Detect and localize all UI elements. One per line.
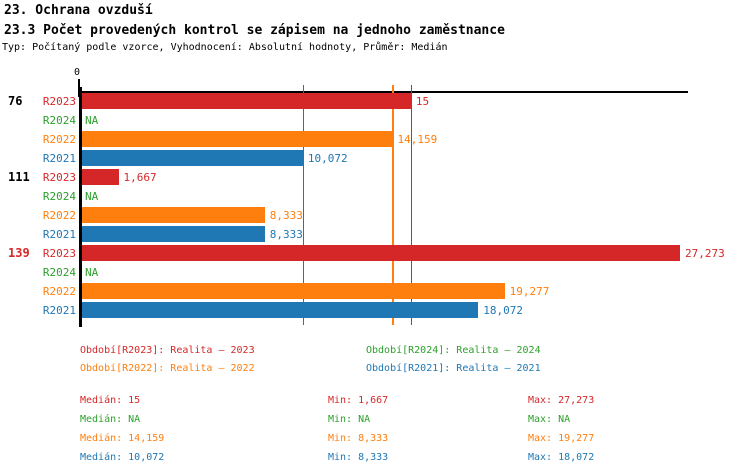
stat-min: Min: 8,333 xyxy=(328,433,389,444)
group-label: 76 xyxy=(8,94,23,108)
bar-value-label: 15 xyxy=(415,95,430,108)
row-label-R2024: R2024 xyxy=(42,190,76,203)
stat-min: Min: NA xyxy=(328,414,371,425)
bar-na-label: NA xyxy=(85,190,99,203)
row-label-R2021: R2021 xyxy=(42,152,76,165)
stat-median: Medián: 14,159 xyxy=(80,433,165,444)
chart-meta-line: Typ: Počítaný podle vzorce, Vyhodnocení:… xyxy=(2,42,448,53)
stat-max: Max: 27,273 xyxy=(528,395,595,406)
bar-value-label: 19,277 xyxy=(509,285,550,298)
stat-max: Max: NA xyxy=(528,414,571,425)
stat-median: Medián: NA xyxy=(80,414,141,425)
bar-value-label: 14,159 xyxy=(397,133,438,146)
stat-max: Max: 19,277 xyxy=(528,433,595,444)
bar-R2023-g0 xyxy=(82,93,411,109)
stat-median: Medián: 10,072 xyxy=(80,452,165,463)
page-title: 23. Ochrana ovzduší xyxy=(4,3,153,18)
bar-na-label: NA xyxy=(85,266,99,279)
median-line-R2021 xyxy=(302,85,305,325)
row-label-R2024: R2024 xyxy=(42,114,76,127)
bar-value-label: 1,667 xyxy=(123,171,157,184)
row-label-R2021: R2021 xyxy=(42,228,76,241)
row-label-R2023: R2023 xyxy=(42,95,76,108)
bar-value-label: 8,333 xyxy=(269,228,303,241)
bar-R2023-g2 xyxy=(82,245,680,261)
row-label-R2022: R2022 xyxy=(42,209,76,222)
bar-value-label: 18,072 xyxy=(483,304,523,317)
stat-median: Medián: 15 xyxy=(80,395,141,406)
axis-zero-label: 0 xyxy=(74,67,81,78)
row-label-R2021: R2021 xyxy=(42,304,76,317)
row-label-R2022: R2022 xyxy=(42,285,76,298)
row-label-R2022: R2022 xyxy=(42,133,76,146)
row-label-R2023: R2023 xyxy=(42,171,76,184)
stat-min: Min: 1,667 xyxy=(328,395,389,406)
bar-R2021-g2 xyxy=(82,302,479,318)
legend-item-R2024: Období[R2024]: Realita – 2024 xyxy=(366,345,541,356)
legend-item-R2021: Období[R2021]: Realita – 2021 xyxy=(366,363,541,374)
legend-item-R2022: Období[R2022]: Realita – 2022 xyxy=(80,363,255,374)
bar-R2022-g1 xyxy=(82,207,265,223)
row-label-R2023: R2023 xyxy=(42,247,76,260)
category-axis-line xyxy=(79,87,82,327)
stat-max: Max: 18,072 xyxy=(528,452,595,463)
median-line-R2022 xyxy=(392,85,394,325)
row-label-R2024: R2024 xyxy=(42,266,76,279)
bar-R2021-g1 xyxy=(82,226,265,242)
group-label: 111 xyxy=(8,170,30,184)
axis-zero-tick xyxy=(78,79,80,97)
group-label: 139 xyxy=(8,246,30,260)
legend-item-R2023: Období[R2023]: Realita – 2023 xyxy=(80,345,255,356)
bar-value-label: 10,072 xyxy=(307,152,348,165)
bar-R2022-g2 xyxy=(82,283,505,299)
value-axis-line xyxy=(79,91,688,93)
bar-value-label: 8,333 xyxy=(269,209,303,222)
median-line-R2023 xyxy=(410,85,413,325)
bar-R2021-g0 xyxy=(82,150,303,166)
bar-na-label: NA xyxy=(85,114,99,127)
bar-value-label: 27,273 xyxy=(685,247,725,260)
bar-R2022-g0 xyxy=(82,131,393,147)
stat-min: Min: 8,333 xyxy=(328,452,389,463)
page-subtitle: 23.3 Počet provedených kontrol se zápise… xyxy=(4,23,505,38)
bar-R2023-g1 xyxy=(82,169,119,185)
